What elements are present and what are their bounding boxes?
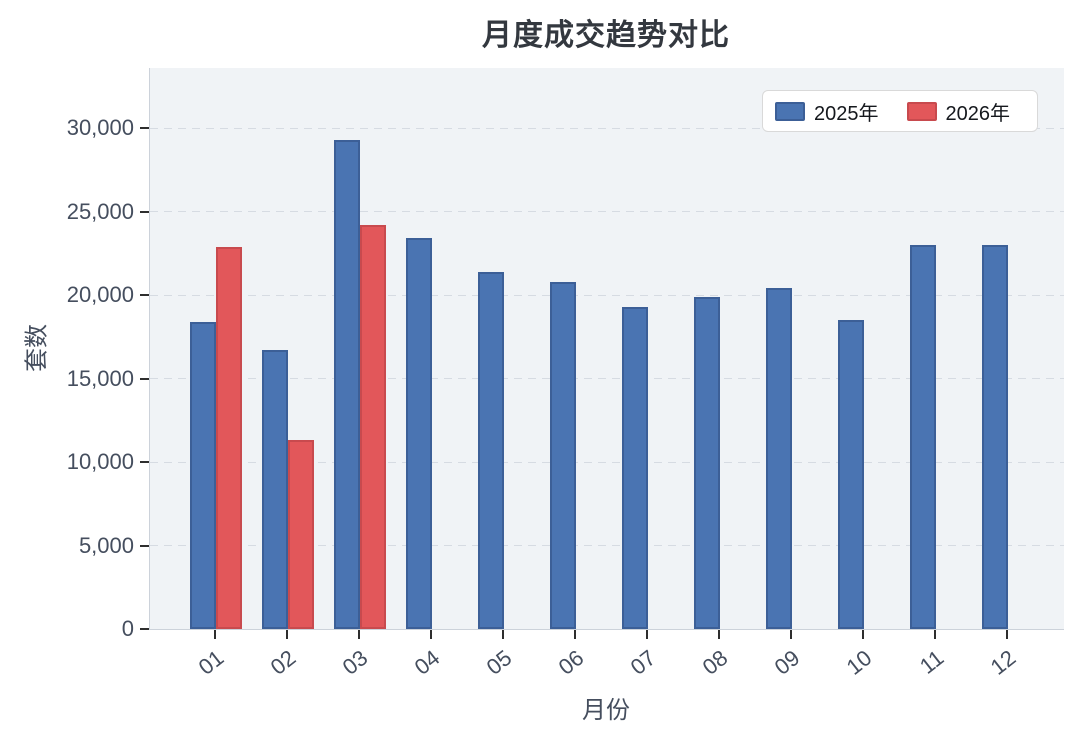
- x-tick-label-08: 08: [697, 645, 732, 680]
- x-tick-label-11: 11: [914, 645, 948, 679]
- legend-item-2025: 2025年: [775, 97, 879, 126]
- x-tick-mark-08: [717, 630, 720, 639]
- y-tick-mark-5000: [140, 544, 149, 547]
- bar-2025-05: [477, 272, 504, 629]
- y-tick-label-0: 0: [121, 616, 134, 641]
- x-tick-mark-04: [429, 630, 432, 639]
- gridline-10000: [150, 461, 1064, 463]
- bar-2025-10: [837, 320, 864, 629]
- legend-item-2026: 2026年: [906, 97, 1011, 126]
- x-tick-mark-07: [645, 630, 648, 639]
- y-tick-mark-0: [140, 628, 149, 630]
- legend-label-2025: 2025年: [814, 102, 879, 125]
- x-tick-mark-11: [933, 630, 936, 639]
- x-tick-mark-06: [573, 630, 576, 639]
- y-tick-label-10000: 10,000: [66, 449, 134, 475]
- gridline-30000: [150, 127, 1064, 129]
- x-tick-mark-03: [357, 630, 360, 639]
- x-tick-mark-02: [285, 630, 288, 639]
- x-tick-mark-05: [501, 630, 504, 639]
- y-tick-label-15000: 15,000: [66, 365, 134, 391]
- bar-2026-03: [359, 225, 386, 629]
- x-tick-label-01: 01: [193, 645, 228, 680]
- x-tick-label-04: 04: [409, 645, 444, 680]
- gridline-15000: [150, 378, 1064, 380]
- bar-2025-01: [189, 322, 216, 629]
- legend-swatch-2025: [775, 101, 805, 121]
- x-tick-label-10: 10: [841, 645, 876, 680]
- x-tick-label-12: 12: [985, 645, 1020, 680]
- legend-swatch-2026: [906, 101, 937, 121]
- gridline-25000: [150, 211, 1064, 213]
- x-tick-label-06: 06: [553, 645, 588, 680]
- x-tick-mark-10: [861, 630, 864, 639]
- gridline-5000: [150, 545, 1064, 547]
- y-tick-label-30000: 30,000: [66, 115, 134, 141]
- legend: 2025年 2026年: [762, 90, 1038, 132]
- bar-2025-06: [549, 282, 576, 629]
- bar-2025-03: [333, 140, 360, 629]
- bar-2025-12: [981, 245, 1008, 629]
- chart-title: 月度成交趋势对比: [482, 19, 730, 52]
- bar-2025-07: [621, 307, 648, 629]
- x-tick-label-02: 02: [265, 645, 300, 680]
- bar-2025-04: [405, 238, 432, 629]
- x-tick-label-07: 07: [625, 645, 660, 680]
- x-tick-mark-09: [789, 630, 792, 639]
- y-tick-mark-15000: [140, 377, 149, 380]
- bar-2025-02: [261, 350, 288, 629]
- bar-2025-08: [693, 297, 720, 629]
- x-tick-label-05: 05: [481, 645, 516, 680]
- x-axis-title: 月份: [582, 697, 630, 724]
- bar-2026-01: [215, 247, 242, 629]
- x-tick-label-03: 03: [337, 645, 372, 680]
- y-tick-mark-10000: [140, 461, 149, 464]
- x-tick-label-09: 09: [769, 645, 804, 680]
- bar-2026-02: [287, 440, 314, 629]
- y-tick-label-20000: 20,000: [66, 282, 134, 308]
- y-tick-mark-20000: [140, 294, 149, 297]
- gridline-20000: [150, 294, 1064, 296]
- y-tick-label-25000: 25,000: [66, 198, 134, 224]
- y-tick-mark-25000: [140, 210, 149, 213]
- plot-area: [149, 68, 1064, 630]
- y-tick-mark-30000: [140, 127, 149, 130]
- x-tick-mark-01: [213, 630, 216, 639]
- y-tick-label-5000: 5,000: [78, 532, 134, 558]
- bar-2025-11: [909, 245, 936, 629]
- x-tick-mark-12: [1005, 630, 1008, 639]
- bar-2025-09: [765, 288, 792, 629]
- legend-label-2026: 2026年: [945, 102, 1011, 125]
